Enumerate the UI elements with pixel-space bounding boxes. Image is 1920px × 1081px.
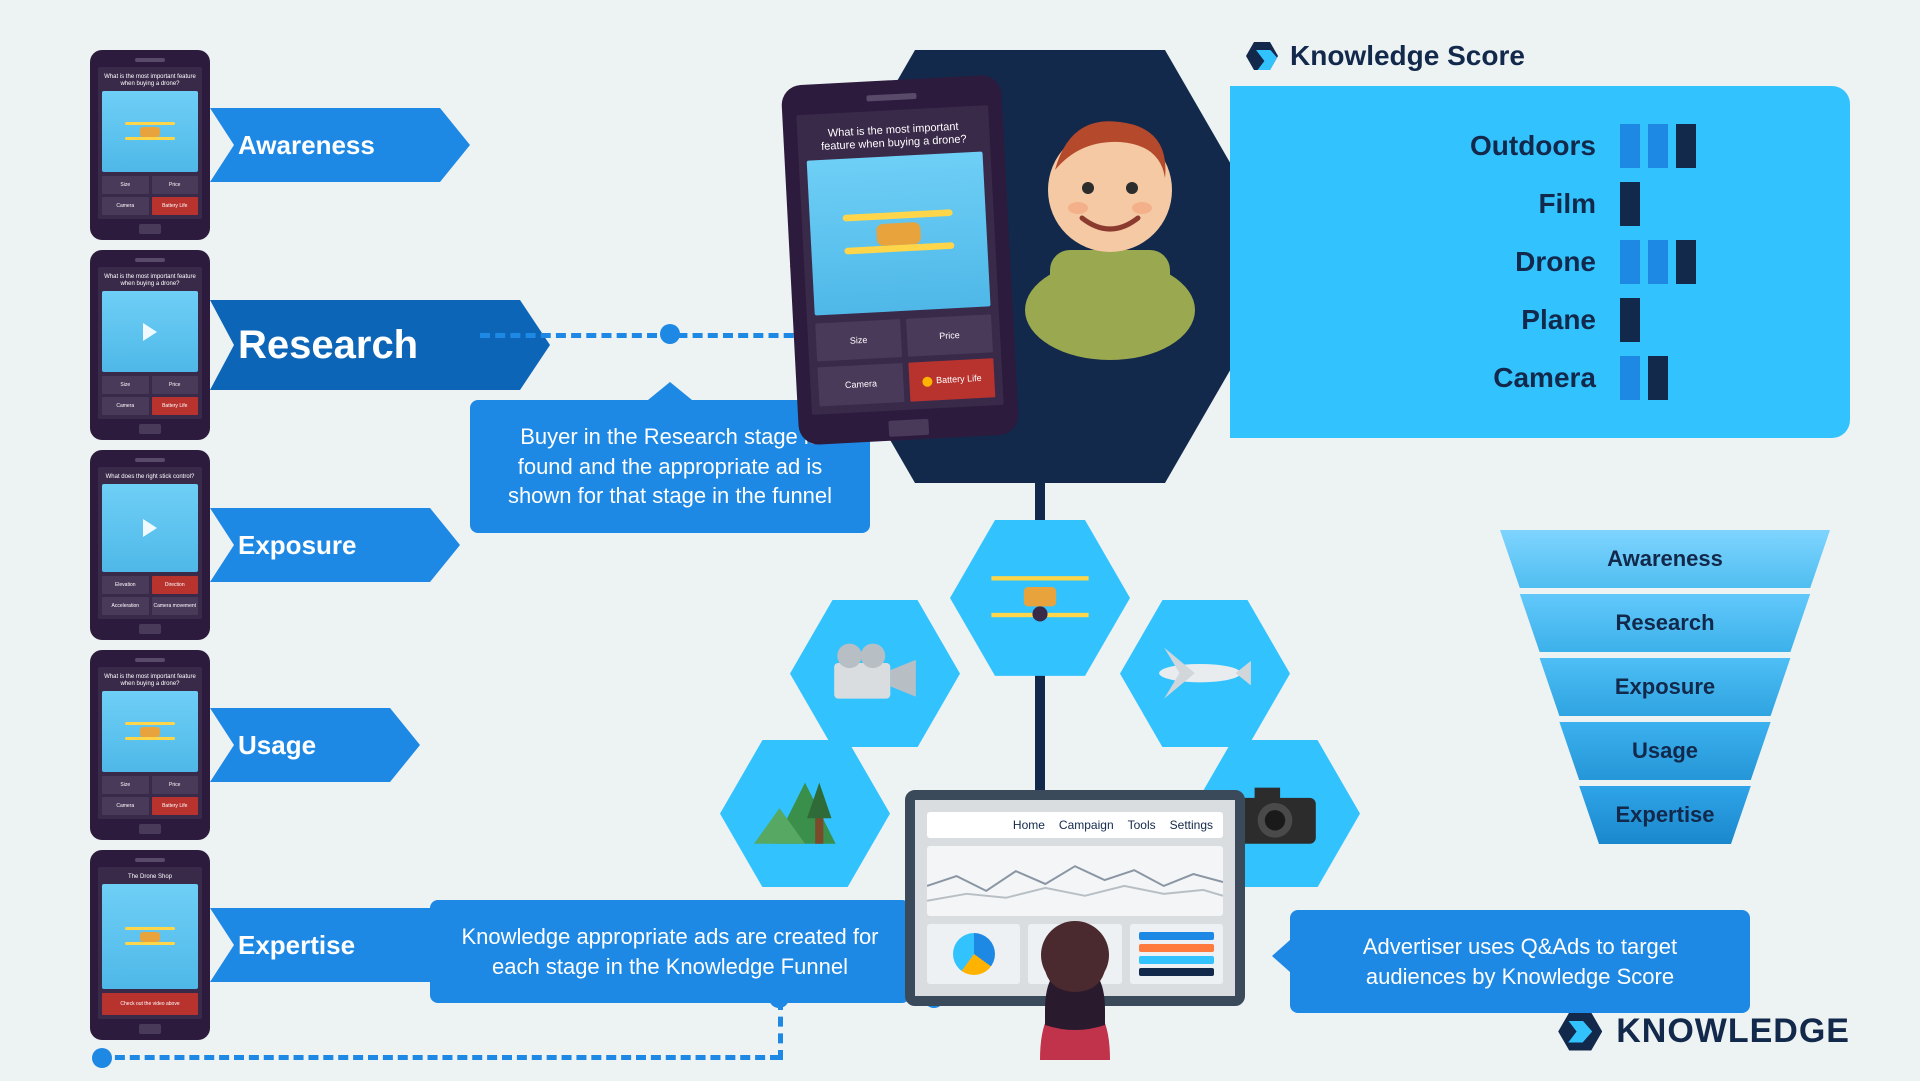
funnel-step-expertise: Expertise [1500, 786, 1830, 844]
phone-question: What does the right stick control? [102, 471, 198, 484]
dashboard-tab: Tools [1128, 818, 1156, 832]
dashboard-tab: Settings [1170, 818, 1213, 832]
kscore-bars [1620, 356, 1810, 400]
phone-cta: Check out the video above [102, 993, 198, 1015]
big-phone-opt: Camera [818, 363, 905, 406]
stage-tag-expertise: Expertise [210, 908, 460, 982]
phone-opt: Battery Life [152, 397, 199, 415]
big-phone-opt: Size [815, 319, 902, 361]
dash-dot [660, 324, 680, 344]
stage-tag-awareness: Awareness [210, 108, 470, 182]
kscore-bars [1620, 240, 1810, 284]
dashboard-tab: Campaign [1059, 818, 1114, 832]
dashboard-line-chart [927, 846, 1223, 916]
phone-opt: Battery Life [152, 197, 199, 215]
stage-label: Awareness [238, 130, 375, 161]
phone-opt: Camera [102, 197, 149, 215]
hex-plane [1120, 600, 1290, 747]
kscore-label: Plane [1521, 304, 1596, 336]
phone-awareness: What is the most important feature when … [90, 50, 210, 240]
dashboard-pie [927, 924, 1020, 984]
phone-opt: Size [102, 776, 149, 794]
phone-opt: Direction [152, 576, 199, 594]
phone-opt: Price [152, 176, 199, 194]
dashboard-tabs: Home Campaign Tools Settings [927, 812, 1223, 838]
dashboard-legend [1130, 924, 1223, 984]
brand-logo: KNOWLEDGE [1558, 1012, 1850, 1051]
kscore-row: Drone [1254, 240, 1810, 284]
phone-usage: What is the most important feature when … [90, 650, 210, 840]
dashboard-tab: Home [1013, 818, 1045, 832]
phone-opt: Camera [102, 397, 149, 415]
knowledge-score-panel: Knowledge Score Outdoors Film Drone Plane Ca… [1230, 40, 1850, 438]
phone-opt: Price [152, 776, 199, 794]
hex-outdoors [720, 740, 890, 887]
stage-row-awareness: What is the most important feature when … [90, 50, 590, 250]
phone-opt: Camera [102, 797, 149, 815]
big-phone-opt: Price [906, 315, 993, 357]
big-phone-opt: Battery Life [908, 359, 995, 402]
hex-film [790, 600, 960, 747]
stage-label: Expertise [238, 930, 355, 961]
funnel-step-awareness: Awareness [1500, 530, 1830, 588]
kscore-row: Camera [1254, 356, 1810, 400]
phone-expertise: The Drone Shop Check out the video above [90, 850, 210, 1040]
kscore-label: Outdoors [1470, 130, 1596, 162]
phone-question: The Drone Shop [102, 871, 198, 884]
brand-text: KNOWLEDGE [1616, 1012, 1850, 1051]
phone-question: What is the most important feature when … [102, 71, 198, 91]
kscore-label: Film [1538, 188, 1596, 220]
stage-tag-exposure: Exposure [210, 508, 460, 582]
phone-opt: Size [102, 376, 149, 394]
kscore-bars [1620, 124, 1810, 168]
funnel-step-usage: Usage [1500, 722, 1830, 780]
phone-opt: Battery Life [152, 797, 199, 815]
stage-label: Usage [238, 730, 316, 761]
kscore-bars [1620, 182, 1810, 226]
phone-question: What is the most important feature when … [102, 271, 198, 291]
phone-opt: Price [152, 376, 199, 394]
stage-tag-usage: Usage [210, 708, 420, 782]
phone-opt: Elevation [102, 576, 149, 594]
kscore-row: Film [1254, 182, 1810, 226]
big-phone: What is the most important feature when … [781, 74, 1020, 445]
kscore-row: Plane [1254, 298, 1810, 342]
kscore-label: Camera [1493, 362, 1596, 394]
phone-opt: Camera movement [152, 597, 199, 615]
knowledge-funnel: Awareness Research Exposure Usage Expertise [1500, 530, 1830, 850]
kscore-row: Outdoors [1254, 124, 1810, 168]
knowledge-score-title: Knowledge Score [1230, 40, 1850, 72]
funnel-step-research: Research [1500, 594, 1830, 652]
dash-bottom-h [100, 1055, 780, 1060]
kscore-label: Drone [1515, 246, 1596, 278]
kscore-bars [1620, 298, 1810, 342]
stage-row-usage: What is the most important feature when … [90, 650, 590, 850]
phone-opt: Size [102, 176, 149, 194]
advertiser-avatar-back [1010, 910, 1140, 1080]
phone-opt: Acceleration [102, 597, 149, 615]
stage-tag-research: Research [210, 300, 550, 390]
phone-exposure: What does the right stick control? Elevat… [90, 450, 210, 640]
brand-hex-icon [1558, 1013, 1602, 1051]
hex-drone [950, 520, 1130, 676]
phone-research: What is the most important feature when … [90, 250, 210, 440]
funnel-step-exposure: Exposure [1500, 658, 1830, 716]
stage-label: Exposure [238, 530, 357, 561]
user-avatar [1010, 100, 1210, 360]
stage-label: Research [238, 323, 418, 368]
phone-question: What is the most important feature when … [102, 671, 198, 691]
